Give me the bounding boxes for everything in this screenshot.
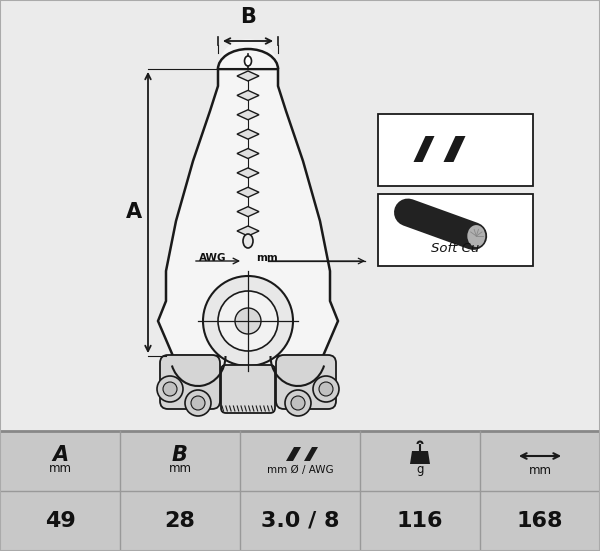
Polygon shape <box>237 90 259 100</box>
FancyBboxPatch shape <box>276 355 336 409</box>
Polygon shape <box>413 136 434 162</box>
Circle shape <box>319 382 333 396</box>
Text: A: A <box>126 203 142 223</box>
Polygon shape <box>237 149 259 159</box>
Circle shape <box>235 308 261 334</box>
Text: 49: 49 <box>44 511 76 531</box>
Polygon shape <box>304 447 318 461</box>
Polygon shape <box>286 447 301 461</box>
Text: AWG: AWG <box>199 253 226 263</box>
Text: 116: 116 <box>397 511 443 531</box>
Polygon shape <box>158 69 338 356</box>
Circle shape <box>191 396 205 410</box>
Ellipse shape <box>243 234 253 248</box>
Text: B: B <box>240 7 256 27</box>
Ellipse shape <box>245 56 251 66</box>
Text: A: A <box>52 445 68 465</box>
Bar <box>378 114 533 186</box>
Circle shape <box>203 276 293 366</box>
Text: 3.0 / 8: 3.0 / 8 <box>261 511 339 531</box>
Circle shape <box>291 396 305 410</box>
Ellipse shape <box>467 225 485 247</box>
Text: 28: 28 <box>164 511 196 531</box>
Polygon shape <box>237 207 259 217</box>
Text: mm Ø / AWG: mm Ø / AWG <box>266 465 334 475</box>
Text: B: B <box>172 445 188 465</box>
Text: mm: mm <box>256 253 278 263</box>
Text: mm: mm <box>529 463 551 477</box>
FancyBboxPatch shape <box>221 365 275 413</box>
Polygon shape <box>237 71 259 81</box>
Polygon shape <box>237 110 259 120</box>
Polygon shape <box>237 168 259 178</box>
Polygon shape <box>443 136 466 162</box>
Text: Soft Cu: Soft Cu <box>431 242 479 255</box>
Circle shape <box>313 376 339 402</box>
Text: 168: 168 <box>517 511 563 531</box>
Bar <box>0 0 600 431</box>
Polygon shape <box>237 226 259 236</box>
Bar <box>378 194 533 266</box>
Circle shape <box>285 390 311 416</box>
FancyBboxPatch shape <box>160 355 220 409</box>
Text: g: g <box>416 463 424 477</box>
Circle shape <box>218 291 278 351</box>
Text: mm: mm <box>169 462 191 476</box>
Polygon shape <box>410 451 430 464</box>
Polygon shape <box>237 187 259 197</box>
Wedge shape <box>218 39 278 69</box>
Text: mm: mm <box>49 462 71 476</box>
Bar <box>0 431 600 551</box>
Circle shape <box>157 376 183 402</box>
Circle shape <box>185 390 211 416</box>
Circle shape <box>163 382 177 396</box>
Polygon shape <box>237 129 259 139</box>
